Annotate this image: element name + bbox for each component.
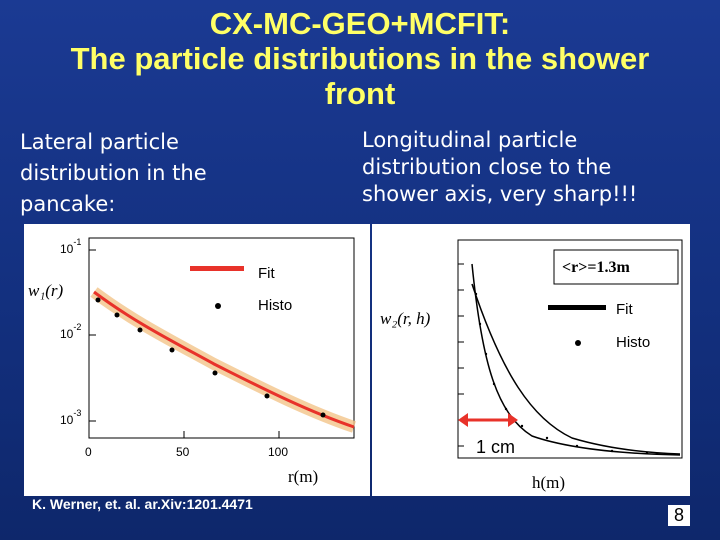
mean-radius-label: <r>=1.3m [562, 259, 630, 276]
lateral-histo-point [95, 297, 101, 303]
lateral-histo-point [320, 412, 326, 418]
longitudinal-heading-line-1: Longitudinal particle [362, 128, 578, 152]
longitudinal-legend-fit-swatch [548, 305, 606, 310]
longitudinal-legend-histo-label: Histo [616, 334, 650, 351]
lateral-x-tick-50: 50 [176, 445, 190, 459]
longitudinal-heading-line-2: distribution close to the [362, 155, 612, 179]
lateral-uncertainty-band [90, 287, 356, 433]
lateral-x-tick-0: 0 [85, 445, 92, 459]
lateral-plot-svg: 10-1 10-2 10-3 0 50 100 w₁(r) Fit Histo … [28, 237, 356, 486]
lateral-histo-point [264, 393, 270, 399]
longitudinal-plot-frame [457, 239, 683, 459]
lateral-x-label: r(m) [288, 467, 318, 486]
lateral-y-tick-2: 10-2 [60, 322, 81, 341]
slide-title: CX-MC-GEO+MCFIT: The particle distributi… [0, 6, 720, 111]
longitudinal-heading: Longitudinal particle distribution close… [362, 127, 702, 208]
lateral-histo-point [137, 327, 143, 333]
lateral-heading-line-3: pancake: [20, 192, 116, 216]
one-cm-arrowhead-right [508, 413, 518, 427]
lateral-legend-fit-label: Fit [258, 265, 275, 282]
lateral-histo-point [169, 347, 175, 353]
page-number: 8 [667, 505, 690, 526]
longitudinal-plot-svg: w₂(r, h) <r>=1.3m Fit Histo 1 cm h(m) [380, 239, 683, 492]
citation: K. Werner, et. al. ar.Xiv:1201.4471 [32, 496, 253, 512]
longitudinal-heading-line-3: shower axis, very sharp!!! [362, 182, 638, 206]
longitudinal-legend-histo-swatch [575, 340, 581, 346]
longitudinal-distribution-plot: w₂(r, h) <r>=1.3m Fit Histo 1 cm h(m) [372, 224, 690, 496]
one-cm-arrowhead-left [458, 413, 468, 427]
lateral-heading: Lateral particle distribution in the pan… [20, 127, 340, 220]
lateral-legend-histo-swatch [215, 303, 221, 309]
title-line-2: The particle distributions in the shower [70, 41, 650, 76]
mean-radius-box [553, 249, 679, 285]
title-line-3: front [324, 76, 396, 111]
lateral-x-tick-100: 100 [268, 445, 288, 459]
title-line-1: CX-MC-GEO+MCFIT: [209, 6, 511, 41]
lateral-heading-line-1: Lateral particle [20, 130, 179, 154]
longitudinal-x-label: h(m) [532, 473, 565, 492]
lateral-y-tick-1: 10-1 [60, 237, 81, 256]
lateral-legend-fit-swatch [190, 266, 244, 271]
lateral-fit-curve [93, 290, 355, 429]
lateral-y-tick-3: 10-3 [60, 408, 81, 427]
lateral-legend-histo-label: Histo [258, 297, 292, 314]
lateral-distribution-plot: 10-1 10-2 10-3 0 50 100 w₁(r) Fit Histo … [24, 224, 370, 496]
longitudinal-fit-curve-sharp [471, 263, 681, 456]
lateral-y-label: w₁(r) [28, 281, 64, 300]
longitudinal-histo-points [474, 292, 649, 455]
longitudinal-legend-fit-label: Fit [616, 301, 633, 318]
lateral-heading-line-2: distribution in the [20, 161, 207, 185]
lateral-plot-frame [88, 237, 355, 439]
lateral-histo-point [212, 370, 218, 376]
lateral-histo-point [114, 312, 120, 318]
longitudinal-y-label: w₂(r, h) [380, 309, 431, 328]
one-cm-label: 1 cm [476, 437, 515, 457]
